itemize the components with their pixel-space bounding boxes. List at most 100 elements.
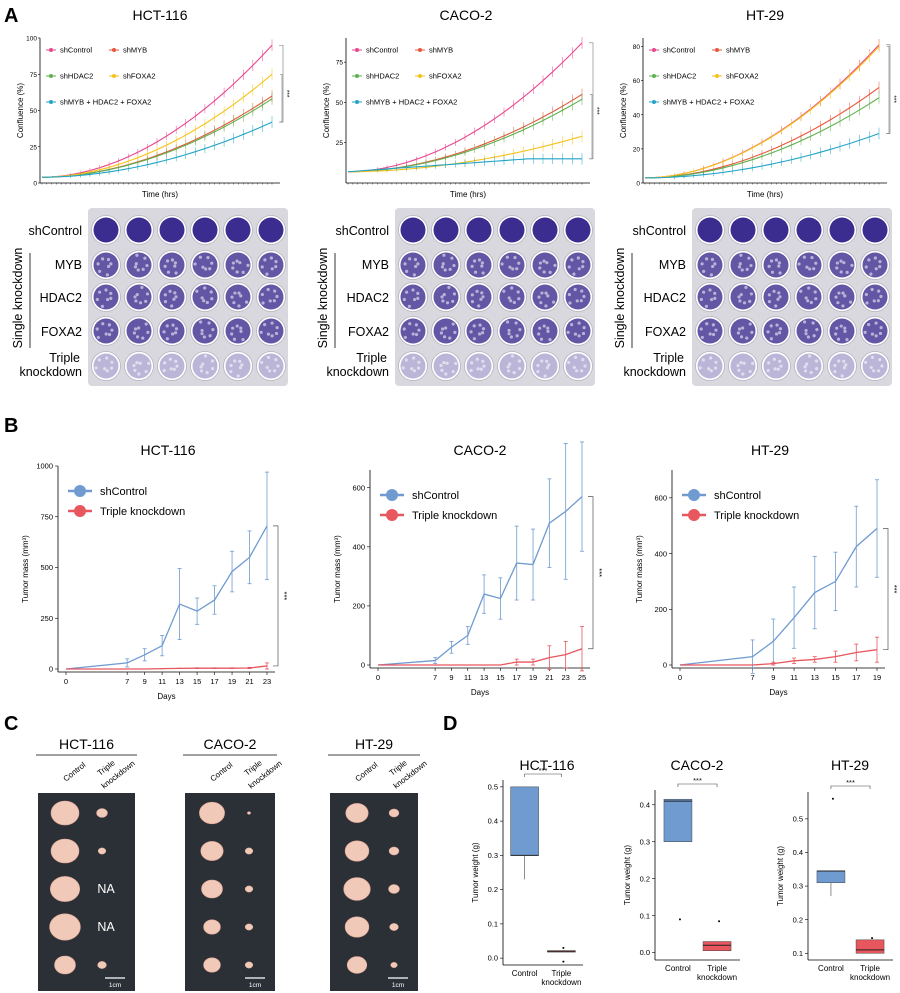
well-colony-gap [870,355,875,359]
well-colony-gap [545,359,549,363]
well-colony-gap [736,363,740,368]
well-colony-gap [548,338,552,342]
well [190,215,220,245]
legend-marker [386,489,398,501]
well-colony-gap [239,294,243,298]
box-control [510,786,539,880]
well [464,351,494,381]
well-colony-gap [750,330,754,335]
well-colony-gap [778,271,782,275]
well-colony-gap [699,327,703,331]
well-stain [192,318,218,344]
well-colony-gap [163,264,167,268]
box [855,939,885,954]
well [91,282,121,312]
well-colony-gap [506,365,510,369]
well-colony-gap [702,290,706,294]
well [398,282,428,312]
well-colony-gap [839,259,843,263]
well [157,316,187,346]
significance-bracket [588,496,594,650]
well-colony-gap [110,360,114,364]
well-colony-gap [442,292,446,297]
series-shmyb-hdac2-foxa2 [347,153,583,173]
well-stain [159,217,185,243]
well-colony-gap [110,366,114,370]
well-colony-gap [865,301,869,305]
well-colony-gap [482,364,486,368]
well-colony-gap [173,261,177,265]
significance-label: *** [693,776,702,785]
x-tick-label: 11 [158,677,166,686]
well-colony-gap [144,369,148,374]
well-colony-gap [472,324,476,328]
well-colony-gap [408,322,412,326]
well-colony-gap [577,334,581,338]
legend-marker [418,48,422,52]
chart-title: CACO-2 [440,7,493,23]
well-colony-gap [737,295,741,299]
well-colony-gap [105,273,109,277]
well-stain [763,284,789,310]
well-colony-gap [413,257,418,262]
well-colony-gap [417,328,421,332]
y-tick-label: 25 [336,140,344,147]
well-colony-gap [470,361,474,365]
well-colony-gap [513,255,517,260]
row-label-shcontrol: shControl [336,224,390,238]
y-tick-label: 0.4 [488,817,498,826]
well-colony-gap [803,320,807,324]
well-stain [499,217,525,243]
x-tick-label: knockdown [541,978,581,987]
well-colony-gap [699,297,703,302]
well-colony-gap [811,321,815,325]
x-tick-label: 21 [545,673,553,682]
well-stain [829,318,855,344]
well-colony-gap [806,335,810,339]
legend-marker [715,74,719,78]
well-colony-gap [173,264,177,268]
well-stain [400,318,426,344]
well-colony-gap [210,297,214,301]
well-colony-gap [274,260,278,264]
well-colony-gap [575,299,579,303]
y-axis-label: Tumor mass (mm³) [333,535,342,603]
well-colony-gap [104,288,108,292]
y-tick-label: 0 [33,181,37,188]
photo-title: HT-29 [355,736,393,752]
well-colony-gap [812,334,816,338]
well-colony-gap [808,267,812,271]
well-colony-gap [414,323,418,327]
well-rim [223,351,253,381]
well-colony-gap [470,293,474,297]
well-stain [796,353,822,379]
well-stain [862,353,888,379]
well-stain [159,252,185,278]
legend-marker [355,74,359,78]
well-colony-gap [777,331,782,335]
row-label-foxa2: FOXA2 [645,325,686,339]
series-line [347,158,582,173]
tumor-weight-boxplot: HT-29 0.1 0.2 0.3 0.4 0.5 Tumor weight (g) Cont… [776,757,893,982]
well-colony-gap [270,321,274,325]
chart-title: HT-29 [746,7,784,23]
well-colony-gap [509,299,513,303]
well-colony-gap [711,323,715,327]
well [860,282,890,312]
well-colony-gap [407,304,412,308]
well-colony-gap [105,356,109,360]
well-stain [763,217,789,243]
y-tick-label: 0.3 [488,851,498,860]
y-tick-label: 0.5 [793,814,803,823]
well-colony-gap [874,334,878,338]
box-control [816,797,846,897]
well-colony-gap [479,367,483,371]
well [563,282,593,312]
well-colony-gap [751,361,755,366]
well-colony-gap [138,361,142,365]
well [431,282,461,312]
well-colony-gap [740,268,744,272]
box [510,786,539,856]
tumor-weight-boxplot: CACO-2 0.0 0.1 0.2 0.3 0.4 Tumor weight (g) Con… [623,757,740,982]
well-colony-gap [480,264,484,268]
